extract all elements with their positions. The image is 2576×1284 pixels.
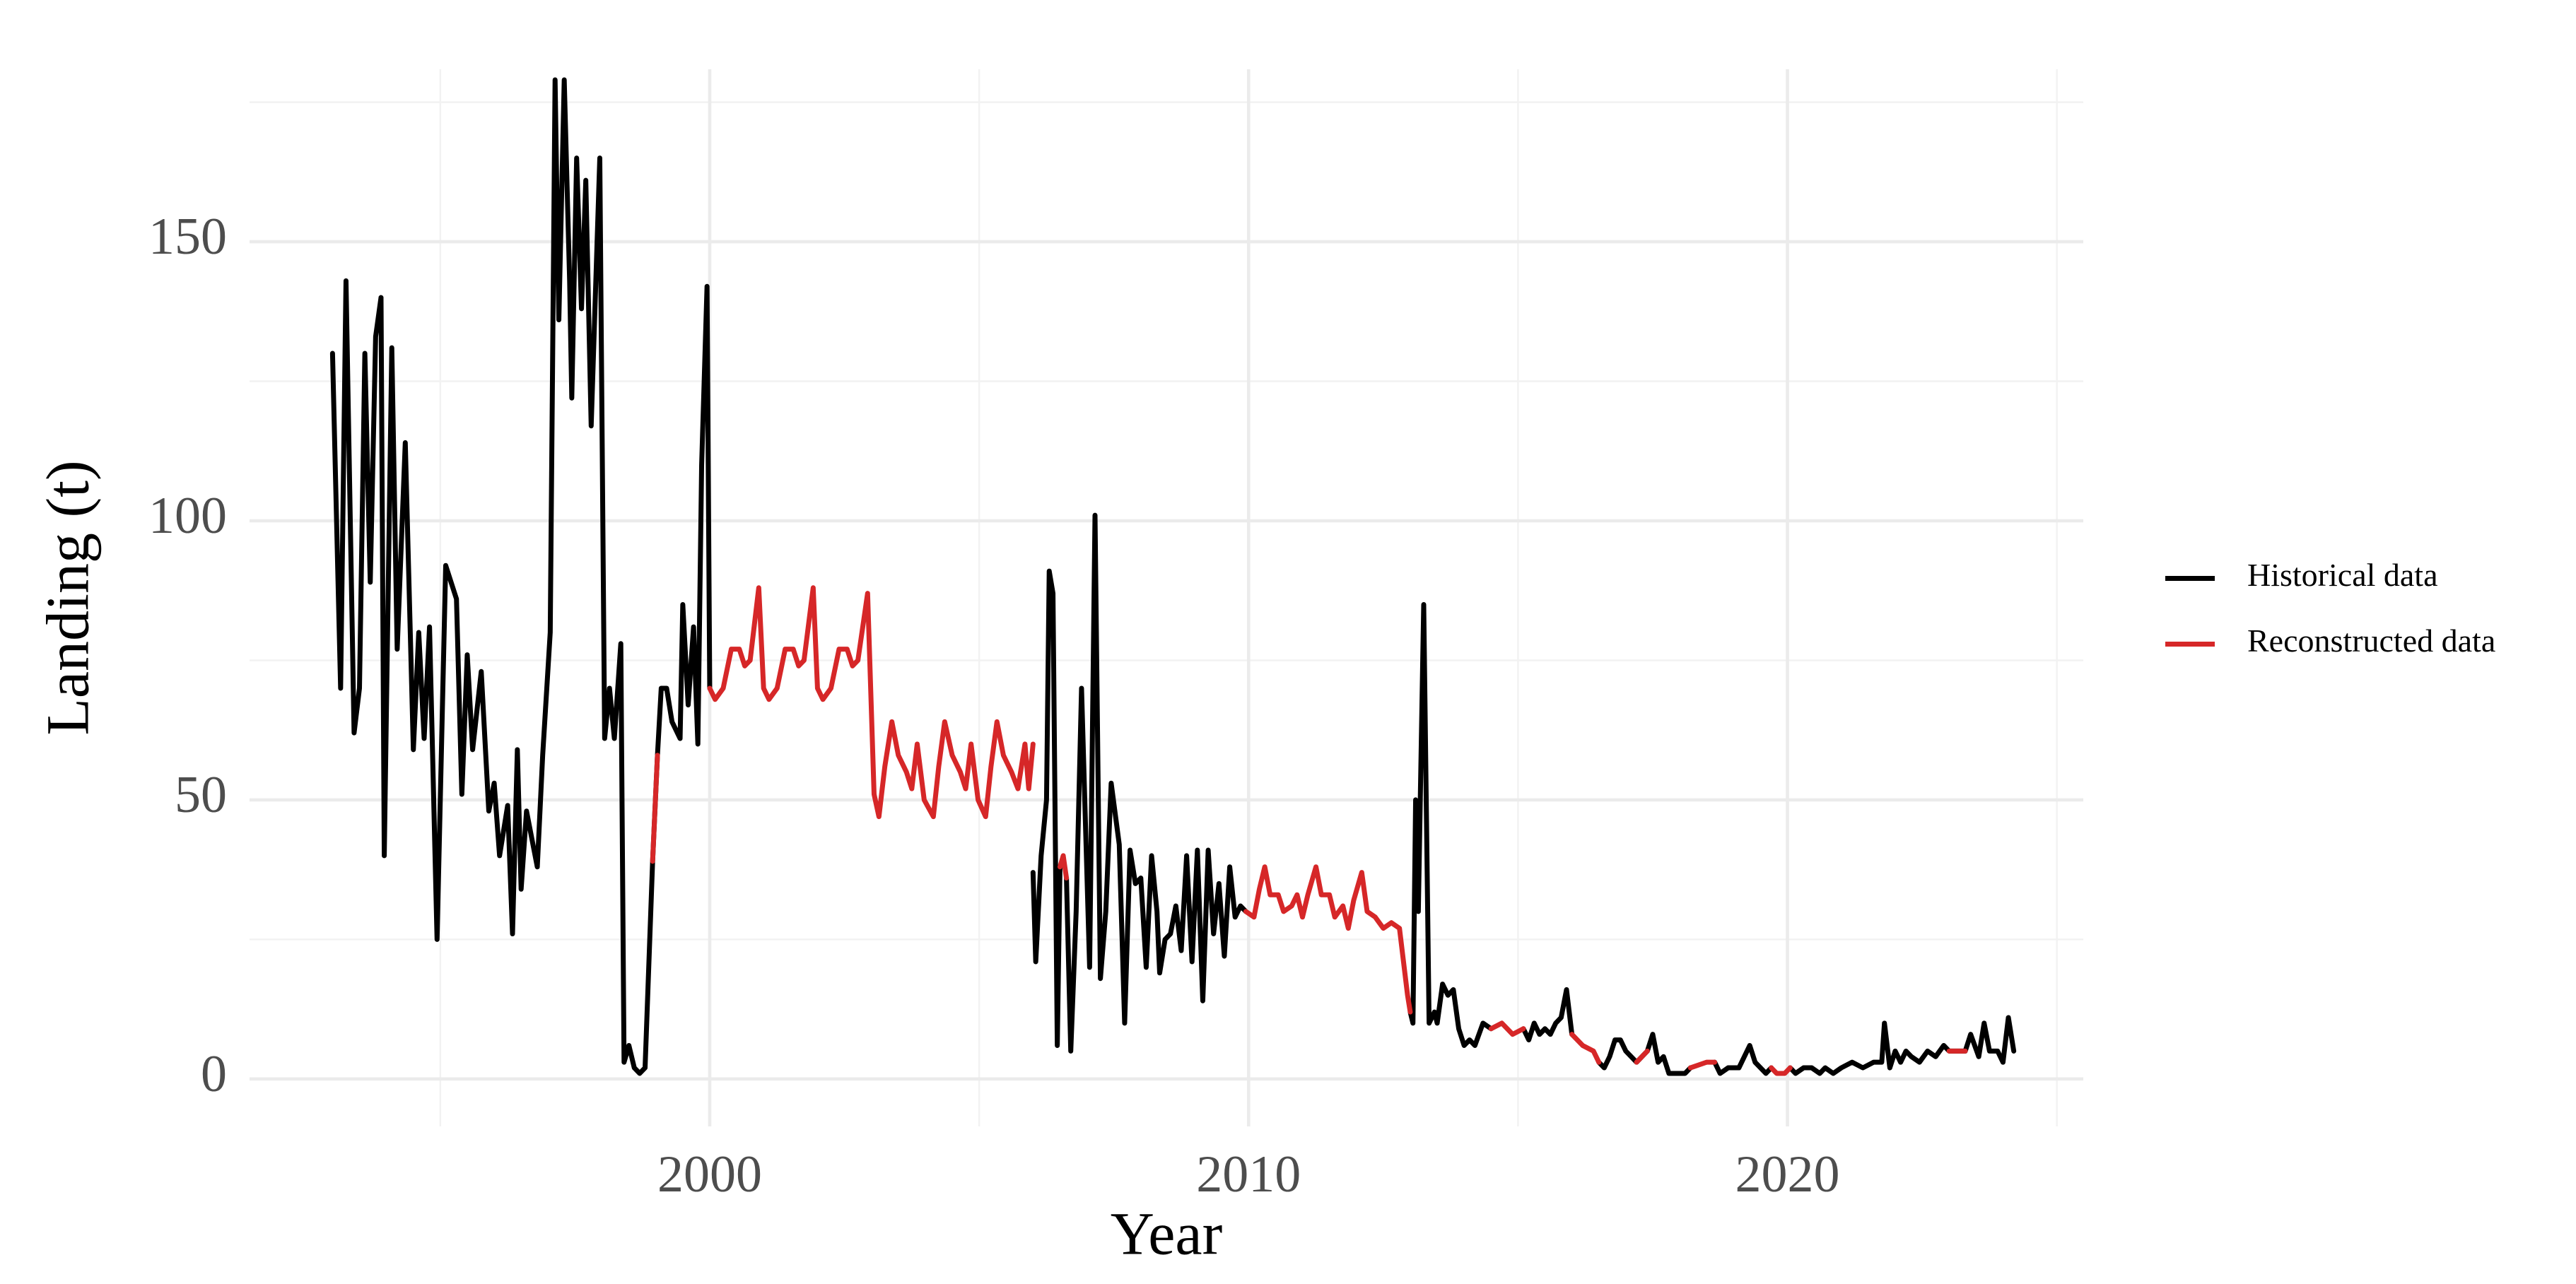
x-tick-label: 2000 — [657, 1145, 762, 1203]
grid — [250, 69, 2083, 1126]
y-tick-label: 0 — [201, 1045, 227, 1103]
legend-label: Historical data — [2247, 557, 2438, 593]
x-tick-label: 2020 — [1735, 1145, 1840, 1203]
legend-label: Reconstructed data — [2247, 623, 2495, 659]
y-tick-label: 150 — [148, 208, 227, 266]
x-tick-label: 2010 — [1196, 1145, 1301, 1203]
x-axis-title: Year — [1111, 1200, 1222, 1268]
y-axis-title: Landing (t) — [34, 460, 102, 735]
y-tick-label: 100 — [148, 487, 227, 545]
series-line — [329, 77, 2017, 1076]
series-line — [650, 585, 1968, 1076]
legend: Historical data Reconstructed data — [2165, 557, 2495, 659]
y-tick-label: 50 — [175, 766, 227, 824]
